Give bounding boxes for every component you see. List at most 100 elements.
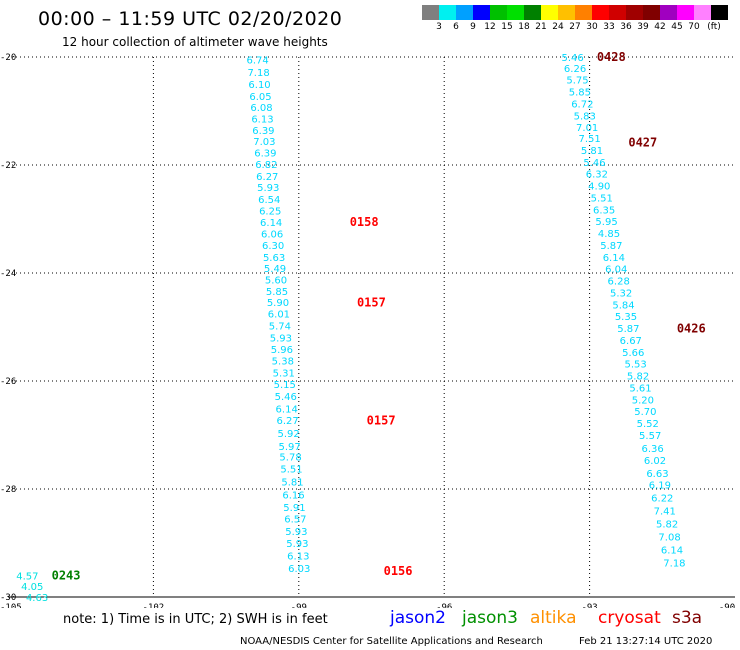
swh-value: 6.14 [260,218,282,229]
swh-value: 7.18 [663,558,685,569]
swh-value: 5.63 [263,253,285,264]
pass-time-label: 0157 [357,296,386,310]
legend-jason3: jason3 [462,608,518,628]
colorbar-label: (ft) [707,22,721,32]
y-tick-label: -20 [0,53,16,63]
swh-value: 7.51 [578,134,600,145]
swh-value: 4.85 [598,229,620,240]
swh-value: 6.82 [255,160,277,171]
swh-value: 5.32 [610,288,632,299]
colorbar-swatch [626,5,643,20]
swh-value: 5.91 [283,503,305,514]
x-tick-label: -105 [0,603,22,608]
swh-value: 5.46 [562,53,584,64]
swh-value: 6.63 [646,469,668,480]
swh-value: 6.14 [661,545,683,556]
colorbar-label: 3 [436,22,442,32]
colorbar-swatch [575,5,592,20]
swh-value: 5.52 [637,419,659,430]
swh-value: 5.78 [279,453,301,464]
swh-value: 5.53 [625,360,647,371]
swh-value: 6.54 [258,195,280,206]
altimeter-map: -105 -102 -99 -96 -93 -90 -20 -22 -24 -26 -28 -30 4.… [0,50,740,608]
pass-time-label: 0243 [52,568,81,582]
pass-time-label: 0427 [628,135,657,149]
colorbar-swatch [711,5,728,20]
footer: note: 1) Time is in UTC; 2) SWH is in fe… [0,608,740,650]
swh-value: 5.46 [275,392,297,403]
swh-value: 5.97 [278,442,300,453]
pass-time-label: 0157 [367,413,396,427]
colorbar-swatch [524,5,541,20]
swh-value: 5.49 [264,264,286,275]
map-subtitle: 12 hour collection of altimeter wave hei… [62,35,328,49]
swh-value: 5.93 [257,183,279,194]
legend-s3a: s3a [672,608,703,628]
swh-value: 6.67 [620,336,642,347]
colorbar-label: 21 [535,22,547,32]
swh-value: 5.35 [615,312,637,323]
swh-value: 6.16 [282,490,304,501]
swh-value: 6.04 [605,265,627,276]
swh-value: 4.63 [26,593,48,604]
y-tick-label: -28 [0,485,16,495]
swh-value: 6.08 [250,103,272,114]
colorbar-swatch [456,5,473,20]
swh-value: 5.83 [574,111,596,122]
colorbar-label: 6 [453,22,459,32]
swh-value: 4.05 [21,582,43,593]
x-tick-label: -96 [436,603,452,608]
swh-value: 5.84 [612,300,634,311]
swh-value: 6.03 [288,564,310,575]
swh-value: 5.85 [569,88,591,99]
colorbar-label: 33 [603,22,615,32]
swh-value: 4.90 [588,182,610,193]
legend-cryosat: cryosat [598,608,661,628]
swh-value: 5.51 [591,193,613,204]
y-tick-label: -26 [0,377,16,387]
swh-value: 5.57 [639,431,661,442]
swh-value: 6.14 [603,253,625,264]
footer-timestamp: Feb 21 13:27:14 UTC 2020 [579,636,713,647]
swh-value: 6.13 [251,115,273,126]
swh-value: 6.35 [593,205,615,216]
colorbar-swatch [660,5,677,20]
colorbar-swatch [558,5,575,20]
swh-value: 6.01 [268,310,290,321]
swh-value: 7.41 [654,507,676,518]
swh-value: 6.14 [276,405,298,416]
colorbar-swatch [592,5,609,20]
swh-value: 6.25 [259,206,281,217]
colorbar-label: 18 [518,22,530,32]
swh-value: 6.28 [608,277,630,288]
swh-value: 5.66 [622,348,644,359]
swh-value: 6.39 [252,126,274,137]
swh-value: 6.10 [248,80,270,91]
swh-value: 6.74 [246,56,268,67]
colorbar-swatch [694,5,711,20]
swh-value: 6.22 [651,494,673,505]
x-tick-label: -93 [581,603,597,608]
footer-note: note: 1) Time is in UTC; 2) SWH is in fe… [63,612,328,627]
swh-value: 5.93 [270,333,292,344]
swh-value: 6.05 [249,92,271,103]
swh-value: 5.38 [272,356,294,367]
x-tick-label: -102 [143,603,165,608]
colorbar-swatch [643,5,660,20]
pass-time-label: 0158 [350,215,379,229]
swh-value: 5.87 [600,241,622,252]
colorbar-label: 24 [552,22,564,32]
swh-value: 7.01 [576,123,598,134]
colorbar [422,5,728,20]
swh-value: 5.31 [273,368,295,379]
swh-value: 5.95 [595,217,617,228]
swh-value: 6.36 [641,444,663,455]
swh-value: 5.82 [656,520,678,531]
swh-value: 5.61 [629,383,651,394]
y-tick-label: -30 [0,593,16,603]
swh-value: 6.13 [287,551,309,562]
swh-value: 5.92 [277,429,299,440]
colorbar-label: 70 [688,22,700,32]
swh-value: 5.87 [617,324,639,335]
colorbar-swatch [422,5,439,20]
